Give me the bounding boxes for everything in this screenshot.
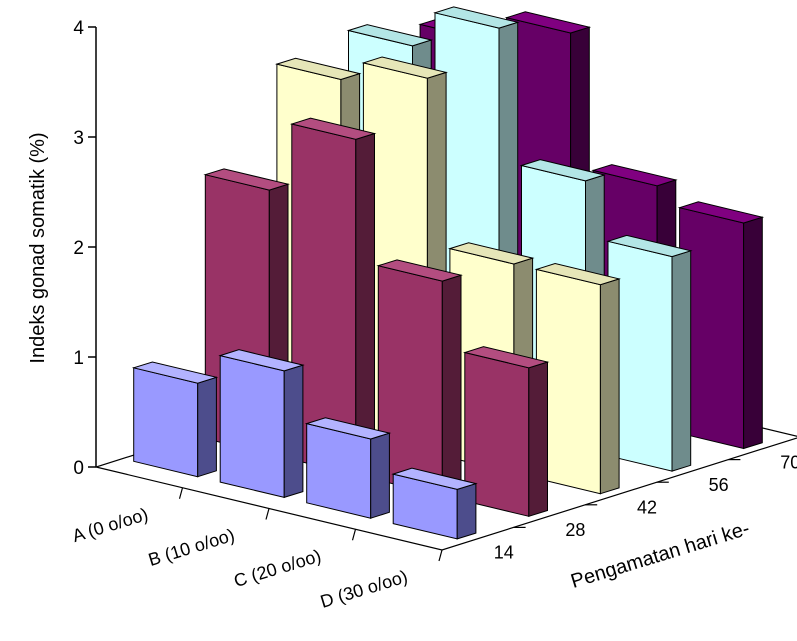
bar (677, 201, 765, 450)
bar (218, 349, 305, 499)
bar-side-face (197, 376, 217, 478)
y-tick-label: 4 (73, 18, 84, 39)
bar-side-face (370, 432, 390, 519)
bar-front-face (133, 367, 199, 478)
bar-top-face (304, 417, 392, 440)
category-label: D (30 o/oo) (318, 566, 410, 611)
bar-top-face (275, 57, 362, 81)
category-tick (438, 549, 443, 562)
y-axis-title: Indeks gonad somatik (%) (27, 132, 49, 363)
bar-top-face (591, 164, 678, 187)
bar-top-face (534, 262, 621, 286)
bar-front-face (306, 422, 372, 519)
y-tick-label: 2 (73, 238, 84, 259)
bar-side-face (528, 361, 548, 517)
category-tick (178, 487, 184, 499)
bar-top-face (433, 6, 520, 29)
category-label: A (0 o/oo) (70, 504, 150, 546)
bar (376, 259, 463, 497)
category-tick (265, 508, 270, 520)
bar-side-face (283, 364, 304, 499)
bar-top-face (346, 24, 434, 47)
day-label: 14 (494, 543, 514, 563)
bar-front-face (219, 354, 285, 499)
bar-top-face (218, 349, 305, 372)
y-tick-label: 0 (73, 458, 84, 479)
bar-side-face (743, 216, 763, 450)
bar-top-face (677, 201, 765, 224)
bar (304, 417, 392, 519)
bar-side-face (599, 278, 620, 495)
bar-top-face (391, 467, 478, 490)
bar (131, 361, 219, 478)
bar-top-face (519, 159, 607, 182)
bar (606, 234, 693, 472)
y-tick-label: 1 (73, 348, 84, 369)
category-label: C (20 o/oo) (231, 546, 323, 591)
bar-top-face (504, 11, 592, 34)
bar-side-face (671, 250, 692, 472)
day-label: 28 (565, 520, 585, 540)
bar-top-face (448, 242, 535, 265)
bar-top-face (289, 117, 377, 140)
bar-top-face (203, 168, 290, 191)
bar-side-face (441, 274, 462, 497)
bar-top-face (462, 346, 550, 369)
chart-axes (88, 26, 741, 562)
bar (289, 117, 377, 476)
bar-top-face (131, 361, 219, 384)
chart-bars (131, 6, 765, 540)
day-label: 70 (780, 452, 797, 472)
category-label: B (10 o/oo) (146, 525, 237, 570)
bar (462, 346, 550, 517)
day-label: 56 (709, 475, 729, 495)
day-label: 42 (637, 498, 657, 518)
bar (534, 262, 621, 495)
category-tick (351, 529, 357, 541)
z-axis-title: Pengamatan hari ke- (568, 518, 752, 593)
bar (391, 467, 478, 540)
y-tick-label: 3 (73, 128, 84, 149)
bar-top-face (606, 234, 693, 258)
bar-top-face (376, 259, 463, 282)
bar-top-face (361, 56, 448, 79)
bar-side-face (456, 482, 477, 540)
bar-side-face (355, 132, 375, 476)
